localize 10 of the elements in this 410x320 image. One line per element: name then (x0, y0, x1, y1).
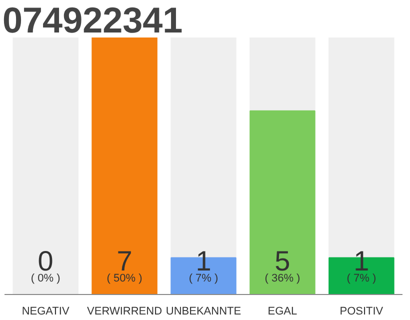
x-tick-label: UNBEKANNTE (166, 306, 242, 318)
x-tick-label: VERWIRREND (87, 306, 162, 318)
annotation: ( 7% ) (188, 272, 218, 284)
annotation: ( 7% ) (346, 272, 376, 284)
annotation: ( 36% ) (264, 272, 300, 284)
x-tick-label: EGAL (268, 306, 298, 318)
x-tick-label: POSITIV (340, 306, 384, 318)
x-tick-label: NEGATIV (22, 306, 70, 318)
annotation: ( 0% ) (30, 272, 60, 284)
chart-title: 074922341 (2, 0, 183, 40)
